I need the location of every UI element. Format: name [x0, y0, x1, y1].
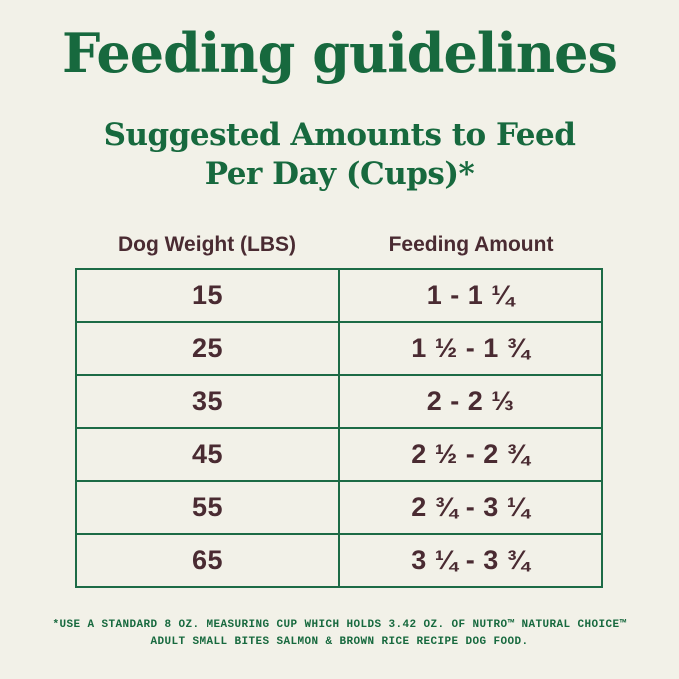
footnote: *USE A STANDARD 8 OZ. MEASURING CUP WHIC… — [0, 617, 679, 651]
feeding-amount-cell: 1 - 1 ¼ — [338, 268, 603, 323]
feeding-amount-cell: 2 ½ - 2 ¾ — [338, 427, 603, 482]
dog-weight-cell: 15 — [75, 268, 340, 323]
page-title: Feeding guidelines — [62, 21, 618, 85]
feeding-amount-cell: 3 ¼ - 3 ¾ — [338, 533, 603, 588]
feeding-table-body: 15 1 - 1 ¼ 25 1 ½ - 1 ¾ 35 2 - 2 ⅓ 45 2 … — [75, 268, 603, 588]
dog-weight-cell: 55 — [75, 480, 340, 535]
footnote-line-1: *USE A STANDARD 8 OZ. MEASURING CUP WHIC… — [52, 619, 627, 631]
subtitle-line-1: Suggested Amounts to Feed — [103, 117, 576, 153]
dog-weight-cell: 25 — [75, 321, 340, 376]
footnote-line-2: ADULT SMALL BITES SALMON & BROWN RICE RE… — [150, 636, 529, 648]
dog-weight-cell: 65 — [75, 533, 340, 588]
feeding-amount-cell: 2 ¾ - 3 ¼ — [338, 480, 603, 535]
dog-weight-cell: 35 — [75, 374, 340, 429]
table-column-headers: Dog Weight (LBS) Feeding Amount — [75, 233, 603, 257]
feeding-amount-cell: 2 - 2 ⅓ — [338, 374, 603, 429]
subtitle-line-2: Per Day (Cups)* — [204, 156, 475, 192]
table-row: 25 1 ½ - 1 ¾ — [75, 321, 603, 376]
feeding-amount-cell: 1 ½ - 1 ¾ — [338, 321, 603, 376]
page-subtitle: Suggested Amounts to Feed Per Day (Cups)… — [0, 116, 679, 194]
table-row: 15 1 - 1 ¼ — [75, 268, 603, 323]
column-header-feeding-amount: Feeding Amount — [388, 233, 554, 256]
feeding-table: 15 1 - 1 ¼ 25 1 ½ - 1 ¾ 35 2 - 2 ⅓ 45 2 … — [75, 268, 603, 588]
table-row: 45 2 ½ - 2 ¾ — [75, 427, 603, 482]
dog-weight-cell: 45 — [75, 427, 340, 482]
table-row: 55 2 ¾ - 3 ¼ — [75, 480, 603, 535]
column-header-dog-weight: Dog Weight (LBS) — [117, 233, 297, 256]
table-row: 65 3 ¼ - 3 ¾ — [75, 533, 603, 588]
table-row: 35 2 - 2 ⅓ — [75, 374, 603, 429]
